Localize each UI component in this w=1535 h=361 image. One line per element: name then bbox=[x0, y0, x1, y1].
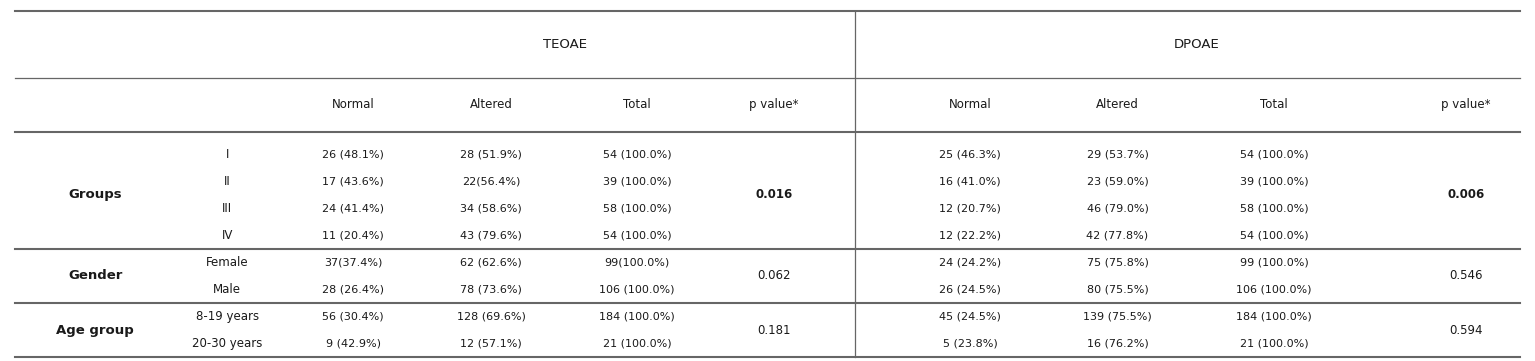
Text: p value*: p value* bbox=[749, 98, 798, 111]
Text: 23 (59.0%): 23 (59.0%) bbox=[1087, 176, 1148, 186]
Text: 24 (24.2%): 24 (24.2%) bbox=[939, 257, 1001, 268]
Text: 26 (24.5%): 26 (24.5%) bbox=[939, 284, 1001, 295]
Text: 0.062: 0.062 bbox=[757, 269, 791, 283]
Text: 78 (73.6%): 78 (73.6%) bbox=[460, 284, 522, 295]
Text: I: I bbox=[226, 148, 229, 161]
Text: 54 (100.0%): 54 (100.0%) bbox=[603, 230, 671, 240]
Text: 184 (100.0%): 184 (100.0%) bbox=[1236, 312, 1312, 322]
Text: 12 (20.7%): 12 (20.7%) bbox=[939, 203, 1001, 213]
Text: 184 (100.0%): 184 (100.0%) bbox=[599, 312, 675, 322]
Text: 54 (100.0%): 54 (100.0%) bbox=[603, 149, 671, 159]
Text: 46 (79.0%): 46 (79.0%) bbox=[1087, 203, 1148, 213]
Text: 0.006: 0.006 bbox=[1448, 188, 1484, 201]
Text: 37(37.4%): 37(37.4%) bbox=[324, 257, 382, 268]
Text: 0.594: 0.594 bbox=[1449, 323, 1483, 337]
Text: 11 (20.4%): 11 (20.4%) bbox=[322, 230, 384, 240]
Text: 99(100.0%): 99(100.0%) bbox=[605, 257, 669, 268]
Text: 25 (46.3%): 25 (46.3%) bbox=[939, 149, 1001, 159]
Text: 128 (69.6%): 128 (69.6%) bbox=[457, 312, 525, 322]
Text: 12 (22.2%): 12 (22.2%) bbox=[939, 230, 1001, 240]
Text: 54 (100.0%): 54 (100.0%) bbox=[1240, 230, 1308, 240]
Text: 17 (43.6%): 17 (43.6%) bbox=[322, 176, 384, 186]
Text: 16 (41.0%): 16 (41.0%) bbox=[939, 176, 1001, 186]
Text: 99 (100.0%): 99 (100.0%) bbox=[1240, 257, 1308, 268]
Text: 0.181: 0.181 bbox=[757, 323, 791, 337]
Text: 26 (48.1%): 26 (48.1%) bbox=[322, 149, 384, 159]
Text: 29 (53.7%): 29 (53.7%) bbox=[1087, 149, 1148, 159]
Text: 106 (100.0%): 106 (100.0%) bbox=[1236, 284, 1312, 295]
Text: 139 (75.5%): 139 (75.5%) bbox=[1084, 312, 1151, 322]
Text: Groups: Groups bbox=[69, 188, 121, 201]
Text: Normal: Normal bbox=[332, 98, 375, 111]
Text: TEOAE: TEOAE bbox=[543, 38, 586, 51]
Text: IV: IV bbox=[221, 229, 233, 242]
Text: 8-19 years: 8-19 years bbox=[195, 310, 259, 323]
Text: Normal: Normal bbox=[949, 98, 992, 111]
Text: 58 (100.0%): 58 (100.0%) bbox=[603, 203, 671, 213]
Text: 39 (100.0%): 39 (100.0%) bbox=[603, 176, 671, 186]
Text: 21 (100.0%): 21 (100.0%) bbox=[603, 339, 671, 349]
Text: 22(56.4%): 22(56.4%) bbox=[462, 176, 520, 186]
Text: Altered: Altered bbox=[1096, 98, 1139, 111]
Text: II: II bbox=[224, 175, 230, 188]
Text: Total: Total bbox=[1260, 98, 1288, 111]
Text: 106 (100.0%): 106 (100.0%) bbox=[599, 284, 675, 295]
Text: 75 (75.8%): 75 (75.8%) bbox=[1087, 257, 1148, 268]
Text: 58 (100.0%): 58 (100.0%) bbox=[1240, 203, 1308, 213]
Text: 28 (51.9%): 28 (51.9%) bbox=[460, 149, 522, 159]
Text: Gender: Gender bbox=[68, 269, 123, 283]
Text: 0.016: 0.016 bbox=[755, 188, 792, 201]
Text: 45 (24.5%): 45 (24.5%) bbox=[939, 312, 1001, 322]
Text: 43 (79.6%): 43 (79.6%) bbox=[460, 230, 522, 240]
Text: Male: Male bbox=[213, 283, 241, 296]
Text: Age group: Age group bbox=[57, 323, 134, 337]
Text: 20-30 years: 20-30 years bbox=[192, 337, 262, 350]
Text: 21 (100.0%): 21 (100.0%) bbox=[1240, 339, 1308, 349]
Text: 24 (41.4%): 24 (41.4%) bbox=[322, 203, 384, 213]
Text: p value*: p value* bbox=[1441, 98, 1490, 111]
Text: 56 (30.4%): 56 (30.4%) bbox=[322, 312, 384, 322]
Text: III: III bbox=[223, 202, 232, 215]
Text: DPOAE: DPOAE bbox=[1174, 38, 1219, 51]
Text: 9 (42.9%): 9 (42.9%) bbox=[325, 339, 381, 349]
Text: 5 (23.8%): 5 (23.8%) bbox=[942, 339, 998, 349]
Text: 42 (77.8%): 42 (77.8%) bbox=[1087, 230, 1148, 240]
Text: 39 (100.0%): 39 (100.0%) bbox=[1240, 176, 1308, 186]
Text: Altered: Altered bbox=[470, 98, 513, 111]
Text: 0.546: 0.546 bbox=[1449, 269, 1483, 283]
Text: Total: Total bbox=[623, 98, 651, 111]
Text: 16 (76.2%): 16 (76.2%) bbox=[1087, 339, 1148, 349]
Text: 54 (100.0%): 54 (100.0%) bbox=[1240, 149, 1308, 159]
Text: 62 (62.6%): 62 (62.6%) bbox=[460, 257, 522, 268]
Text: 12 (57.1%): 12 (57.1%) bbox=[460, 339, 522, 349]
Text: Female: Female bbox=[206, 256, 249, 269]
Text: 28 (26.4%): 28 (26.4%) bbox=[322, 284, 384, 295]
Text: 34 (58.6%): 34 (58.6%) bbox=[460, 203, 522, 213]
Text: 80 (75.5%): 80 (75.5%) bbox=[1087, 284, 1148, 295]
